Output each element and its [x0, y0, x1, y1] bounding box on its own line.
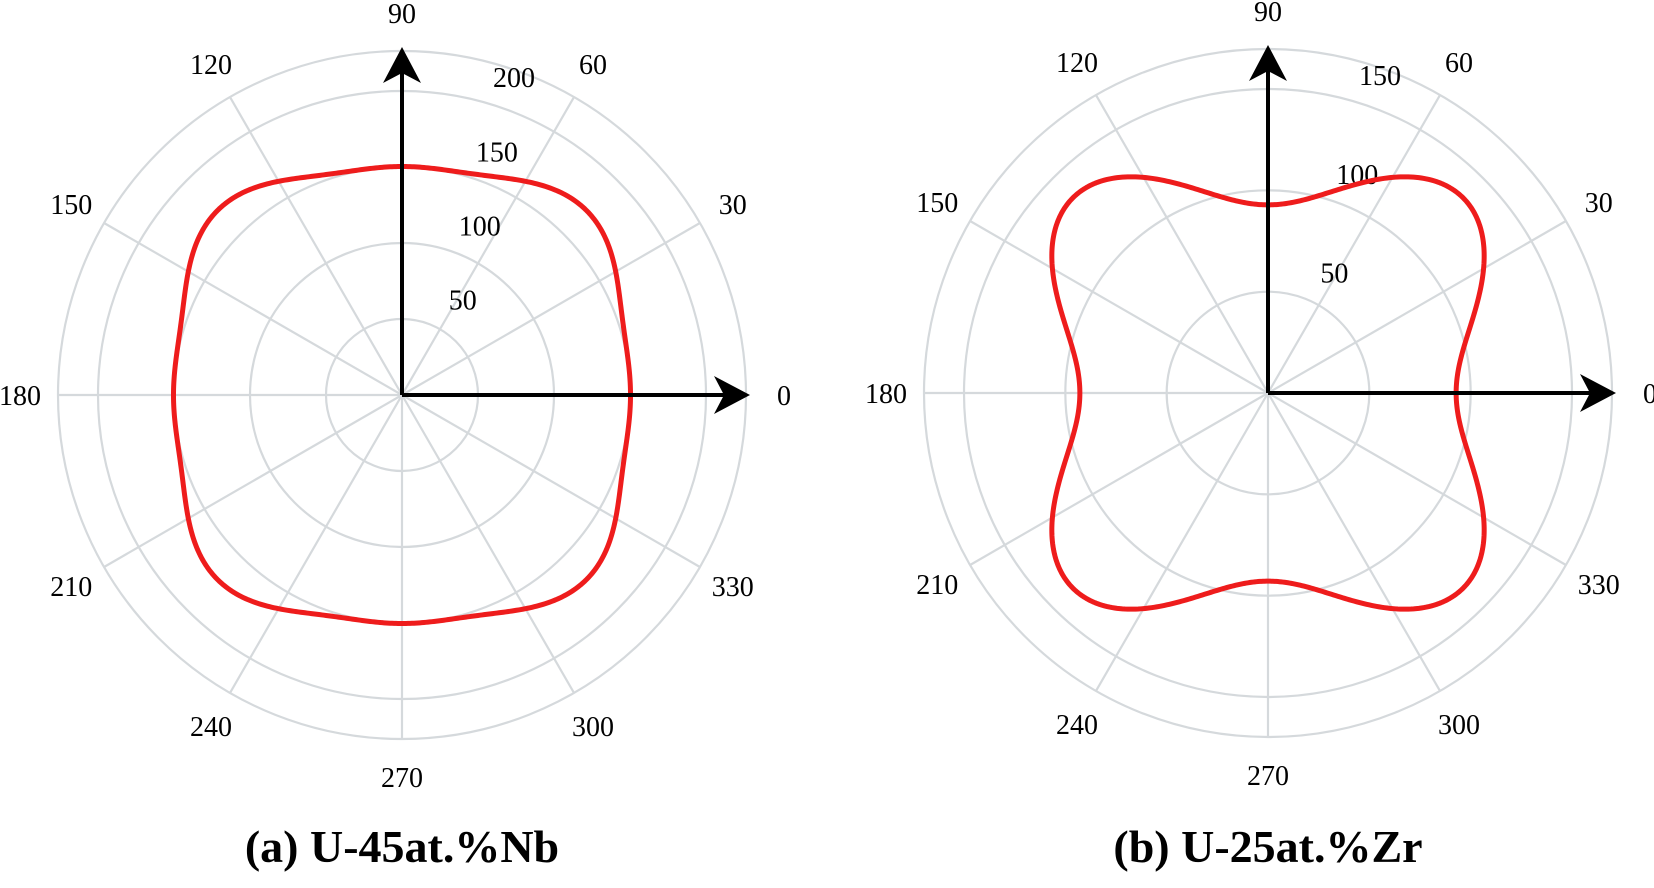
y-axis-arrowhead	[1249, 45, 1287, 81]
radial-tick-label: 100	[459, 211, 501, 242]
angle-tick-label: 180	[865, 379, 907, 410]
angular-gridline	[1267, 94, 1441, 394]
angular-gridline	[229, 394, 403, 694]
angle-tick-label: 0	[777, 381, 791, 412]
angular-gridline	[1095, 392, 1269, 692]
angle-tick-label: 90	[388, 0, 416, 30]
angular-gridline	[103, 394, 403, 568]
angle-tick-label: 270	[381, 763, 423, 794]
angle-tick-label: 60	[579, 50, 607, 81]
radial-tick-label: 200	[493, 63, 535, 94]
angle-tick-label: 270	[1247, 761, 1289, 792]
angle-tick-label: 0	[1643, 379, 1654, 410]
angular-gridline	[229, 96, 403, 396]
y-axis-arrowhead	[383, 47, 421, 83]
angular-gridline	[401, 96, 575, 396]
angle-tick-label: 150	[916, 188, 958, 219]
angle-tick-label: 210	[916, 570, 958, 601]
radial-tick-label: 50	[449, 285, 477, 316]
angular-gridline	[1267, 392, 1567, 566]
polar-chart-panel-a: 0 30 60 90 120 150 180 210 240 270 300 330 50 100 150 2…	[0, 0, 791, 794]
angle-tick-label: 330	[1578, 570, 1620, 601]
angle-tick-label: 60	[1445, 48, 1473, 79]
angle-tick-label: 90	[1254, 0, 1282, 28]
angular-gridline	[1267, 220, 1567, 394]
angle-tick-label: 30	[1585, 188, 1613, 219]
angular-gridline	[401, 394, 701, 568]
x-axis-arrowhead	[1580, 374, 1616, 412]
angular-gridline	[103, 222, 403, 396]
angle-tick-label: 180	[0, 381, 41, 412]
angle-tick-label: 120	[1056, 48, 1098, 79]
series-line	[1049, 174, 1487, 612]
chart-caption-b: (b) U-25at.%Zr	[1113, 821, 1422, 872]
angle-tick-label: 210	[50, 572, 92, 603]
radial-tick-label: 150	[476, 137, 518, 168]
angular-gridline	[401, 222, 701, 396]
radial-tick-label: 50	[1320, 259, 1348, 290]
angle-tick-label: 150	[50, 190, 92, 221]
angle-tick-label: 330	[712, 572, 754, 603]
angular-gridline	[969, 220, 1269, 394]
x-axis-arrowhead	[714, 376, 750, 414]
angular-gridline	[1267, 392, 1441, 692]
angle-tick-label: 30	[719, 190, 747, 221]
angle-tick-label: 240	[190, 712, 232, 743]
angle-tick-label: 300	[1438, 710, 1480, 741]
angle-tick-label: 120	[190, 50, 232, 81]
angular-gridline	[401, 394, 575, 694]
angle-tick-label: 240	[1056, 710, 1098, 741]
series-line	[170, 163, 634, 627]
angular-gridline	[969, 392, 1269, 566]
radial-tick-label: 150	[1359, 61, 1401, 92]
angular-gridline	[1095, 94, 1269, 394]
chart-caption-a: (a) U-45at.%Nb	[245, 821, 559, 872]
angle-tick-label: 300	[572, 712, 614, 743]
